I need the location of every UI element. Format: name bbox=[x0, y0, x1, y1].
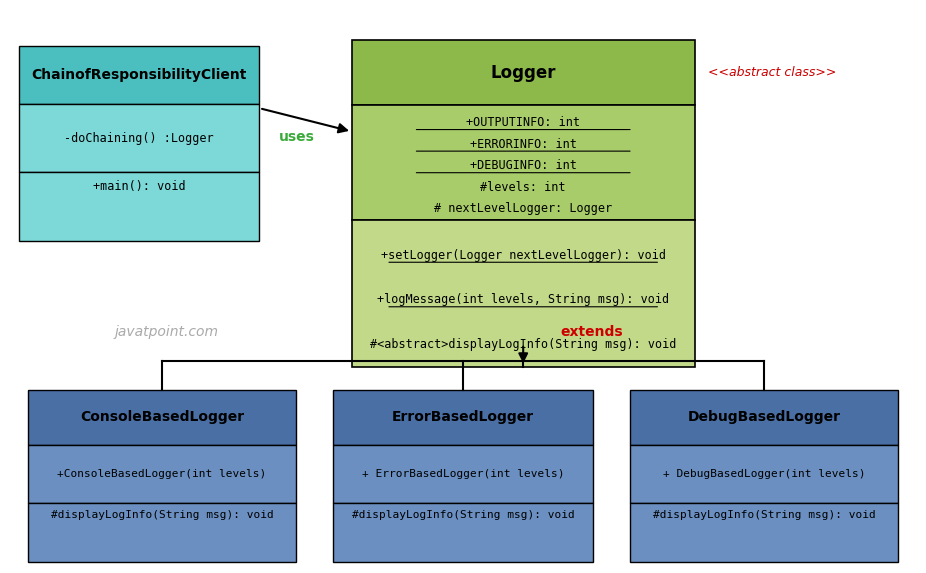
Bar bbox=[630, 390, 898, 445]
Text: +setLogger(Logger nextLevelLogger): void: +setLogger(Logger nextLevelLogger): void bbox=[381, 249, 666, 262]
Text: javatpoint.com: javatpoint.com bbox=[115, 325, 219, 339]
Bar bbox=[333, 390, 593, 445]
Bar bbox=[630, 503, 898, 562]
Text: ConsoleBasedLogger: ConsoleBasedLogger bbox=[80, 410, 244, 424]
Text: -doChaining() :Logger: -doChaining() :Logger bbox=[64, 132, 214, 145]
Bar bbox=[19, 104, 259, 172]
Text: +OUTPUTINFO: int: +OUTPUTINFO: int bbox=[466, 116, 581, 129]
Bar bbox=[28, 445, 296, 503]
Text: + ErrorBasedLogger(int levels): + ErrorBasedLogger(int levels) bbox=[362, 469, 564, 479]
Text: <<abstract class>>: <<abstract class>> bbox=[708, 66, 837, 79]
Text: #levels: int: #levels: int bbox=[481, 181, 566, 194]
Bar bbox=[28, 503, 296, 562]
Bar bbox=[352, 219, 694, 367]
Text: ErrorBasedLogger: ErrorBasedLogger bbox=[392, 410, 534, 424]
Text: extends: extends bbox=[560, 325, 623, 339]
Text: + DebugBasedLogger(int levels): + DebugBasedLogger(int levels) bbox=[663, 469, 865, 479]
Text: +main(): void: +main(): void bbox=[93, 179, 185, 193]
Bar bbox=[19, 172, 259, 241]
Text: +ERRORINFO: int: +ERRORINFO: int bbox=[469, 138, 577, 151]
Bar bbox=[28, 390, 296, 445]
Text: uses: uses bbox=[279, 130, 314, 144]
Bar bbox=[333, 445, 593, 503]
Bar bbox=[352, 40, 694, 105]
Bar bbox=[19, 46, 259, 104]
Text: +ConsoleBasedLogger(int levels): +ConsoleBasedLogger(int levels) bbox=[57, 469, 267, 479]
Bar bbox=[630, 445, 898, 503]
Text: +DEBUGINFO: int: +DEBUGINFO: int bbox=[469, 159, 577, 172]
Text: Logger: Logger bbox=[491, 64, 556, 82]
Text: #<abstract>displayLogInfo(String msg): void: #<abstract>displayLogInfo(String msg): v… bbox=[370, 338, 676, 351]
Text: ChainofResponsibilityClient: ChainofResponsibilityClient bbox=[31, 68, 246, 82]
Text: # nextLevelLogger: Logger: # nextLevelLogger: Logger bbox=[434, 202, 612, 215]
Text: #displayLogInfo(String msg): void: #displayLogInfo(String msg): void bbox=[51, 510, 273, 520]
Bar bbox=[352, 105, 694, 219]
Text: #displayLogInfo(String msg): void: #displayLogInfo(String msg): void bbox=[653, 510, 875, 520]
Bar bbox=[333, 503, 593, 562]
Text: DebugBasedLogger: DebugBasedLogger bbox=[687, 410, 841, 424]
Text: +logMessage(int levels, String msg): void: +logMessage(int levels, String msg): voi… bbox=[377, 293, 669, 307]
Text: #displayLogInfo(String msg): void: #displayLogInfo(String msg): void bbox=[352, 510, 574, 520]
